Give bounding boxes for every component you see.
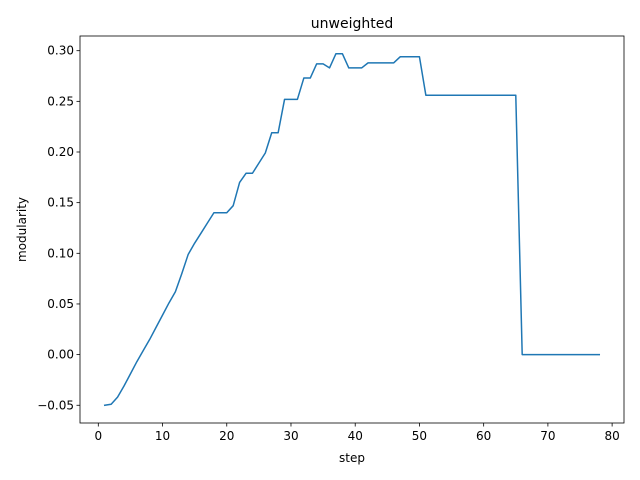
x-axis-ticks: 0 10 20 30 40 50 60 70 80 xyxy=(94,423,620,443)
x-axis-label: step xyxy=(339,451,365,465)
plot-area xyxy=(103,52,601,407)
x-tick-label: 60 xyxy=(476,429,491,443)
y-tick-label: 0.25 xyxy=(47,94,74,108)
y-tick-label: 0.15 xyxy=(47,196,74,210)
x-tick-label: 10 xyxy=(155,429,170,443)
y-tick-label: 0.10 xyxy=(47,246,74,260)
y-tick-label: 0.30 xyxy=(47,44,74,58)
axes-frame xyxy=(79,35,625,424)
x-tick-label: 70 xyxy=(540,429,555,443)
y-axis-ticks: −0.05 0.00 0.05 0.10 0.15 0.20 0.25 0.30 xyxy=(37,44,80,412)
x-tick-label: 0 xyxy=(94,429,102,443)
y-tick-label: 0.20 xyxy=(47,145,74,159)
x-tick-label: 20 xyxy=(219,429,234,443)
y-tick-label: −0.05 xyxy=(37,398,74,412)
series-line-0 xyxy=(103,52,601,407)
chart-title: unweighted xyxy=(311,16,393,32)
x-tick-label: 80 xyxy=(604,429,619,443)
x-tick-label: 40 xyxy=(348,429,363,443)
y-tick-label: 0.00 xyxy=(47,348,74,362)
x-tick-label: 30 xyxy=(283,429,298,443)
y-tick-label: 0.05 xyxy=(47,297,74,311)
x-tick-label: 50 xyxy=(412,429,427,443)
y-axis-label: modularity xyxy=(15,197,29,262)
